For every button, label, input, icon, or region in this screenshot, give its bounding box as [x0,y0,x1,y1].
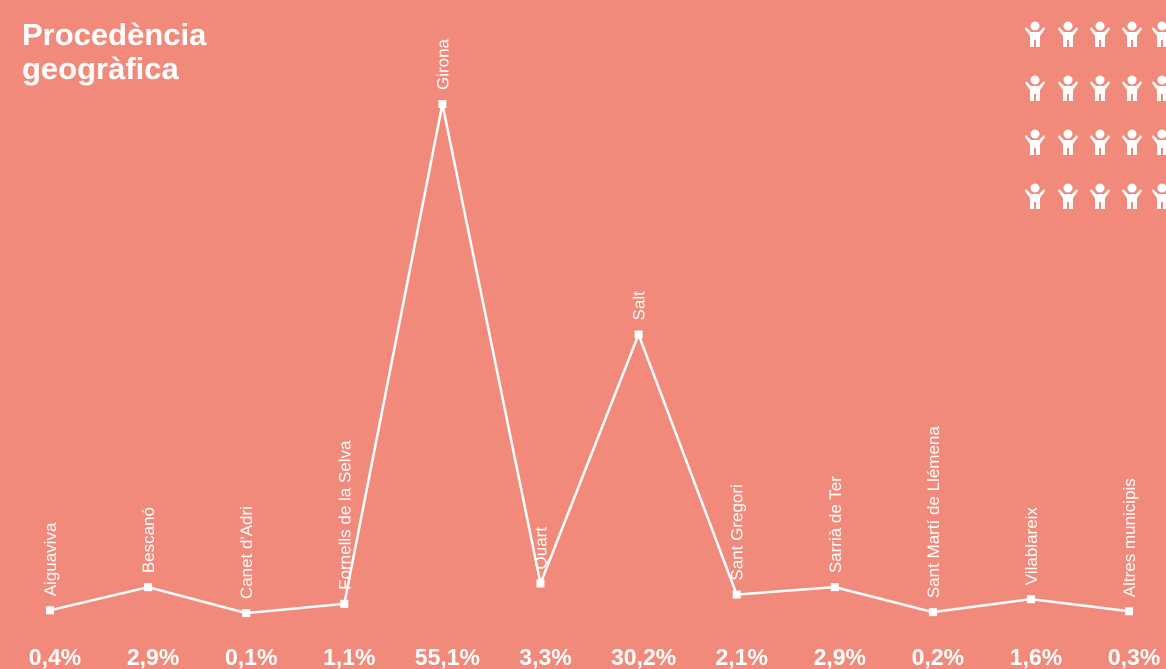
value-label: 2,9% [127,644,179,669]
value-label: 2,1% [715,644,767,669]
point [536,579,545,588]
point [144,583,153,592]
category-label: Bescanó [139,507,158,573]
category-label: Altres municipis [1120,478,1139,597]
category-label: Sant Martí de Llémena [924,426,943,599]
chart-title: Procedència geogràfica [22,17,207,86]
category-label: Sarrià de Ter [826,476,845,573]
icons [1025,21,1166,209]
category-label: Aiguaviva [41,522,60,596]
category-label: Sant Gregori [728,484,747,580]
value-label: 3,3% [519,644,571,669]
value-label: 2,9% [814,644,866,669]
point [928,608,937,617]
line [49,103,1130,615]
point [732,590,741,599]
category-label: Fornells de la Selva [335,440,354,590]
value-label: 0,4% [29,644,81,669]
category-label: Salt [630,291,649,321]
point [242,609,251,618]
value-label: 55,1% [415,644,480,669]
point [1027,595,1035,604]
point [634,330,643,339]
category-label: Girona [433,38,452,90]
value-label: 0,1% [225,644,277,669]
value-label: 0,2% [912,644,964,669]
point [46,606,54,615]
value-label: 0,3% [1108,644,1160,669]
value-label: 1,1% [323,644,375,669]
value-label: 1,6% [1010,644,1062,669]
category-label: Canet d'Adri [237,506,256,599]
category-label: Quart [532,527,551,570]
point [438,100,447,108]
point [830,583,839,592]
value-label: 30,2% [611,644,676,669]
point [340,599,349,608]
point [1125,607,1134,616]
category-label: Vilablareix [1022,507,1041,586]
